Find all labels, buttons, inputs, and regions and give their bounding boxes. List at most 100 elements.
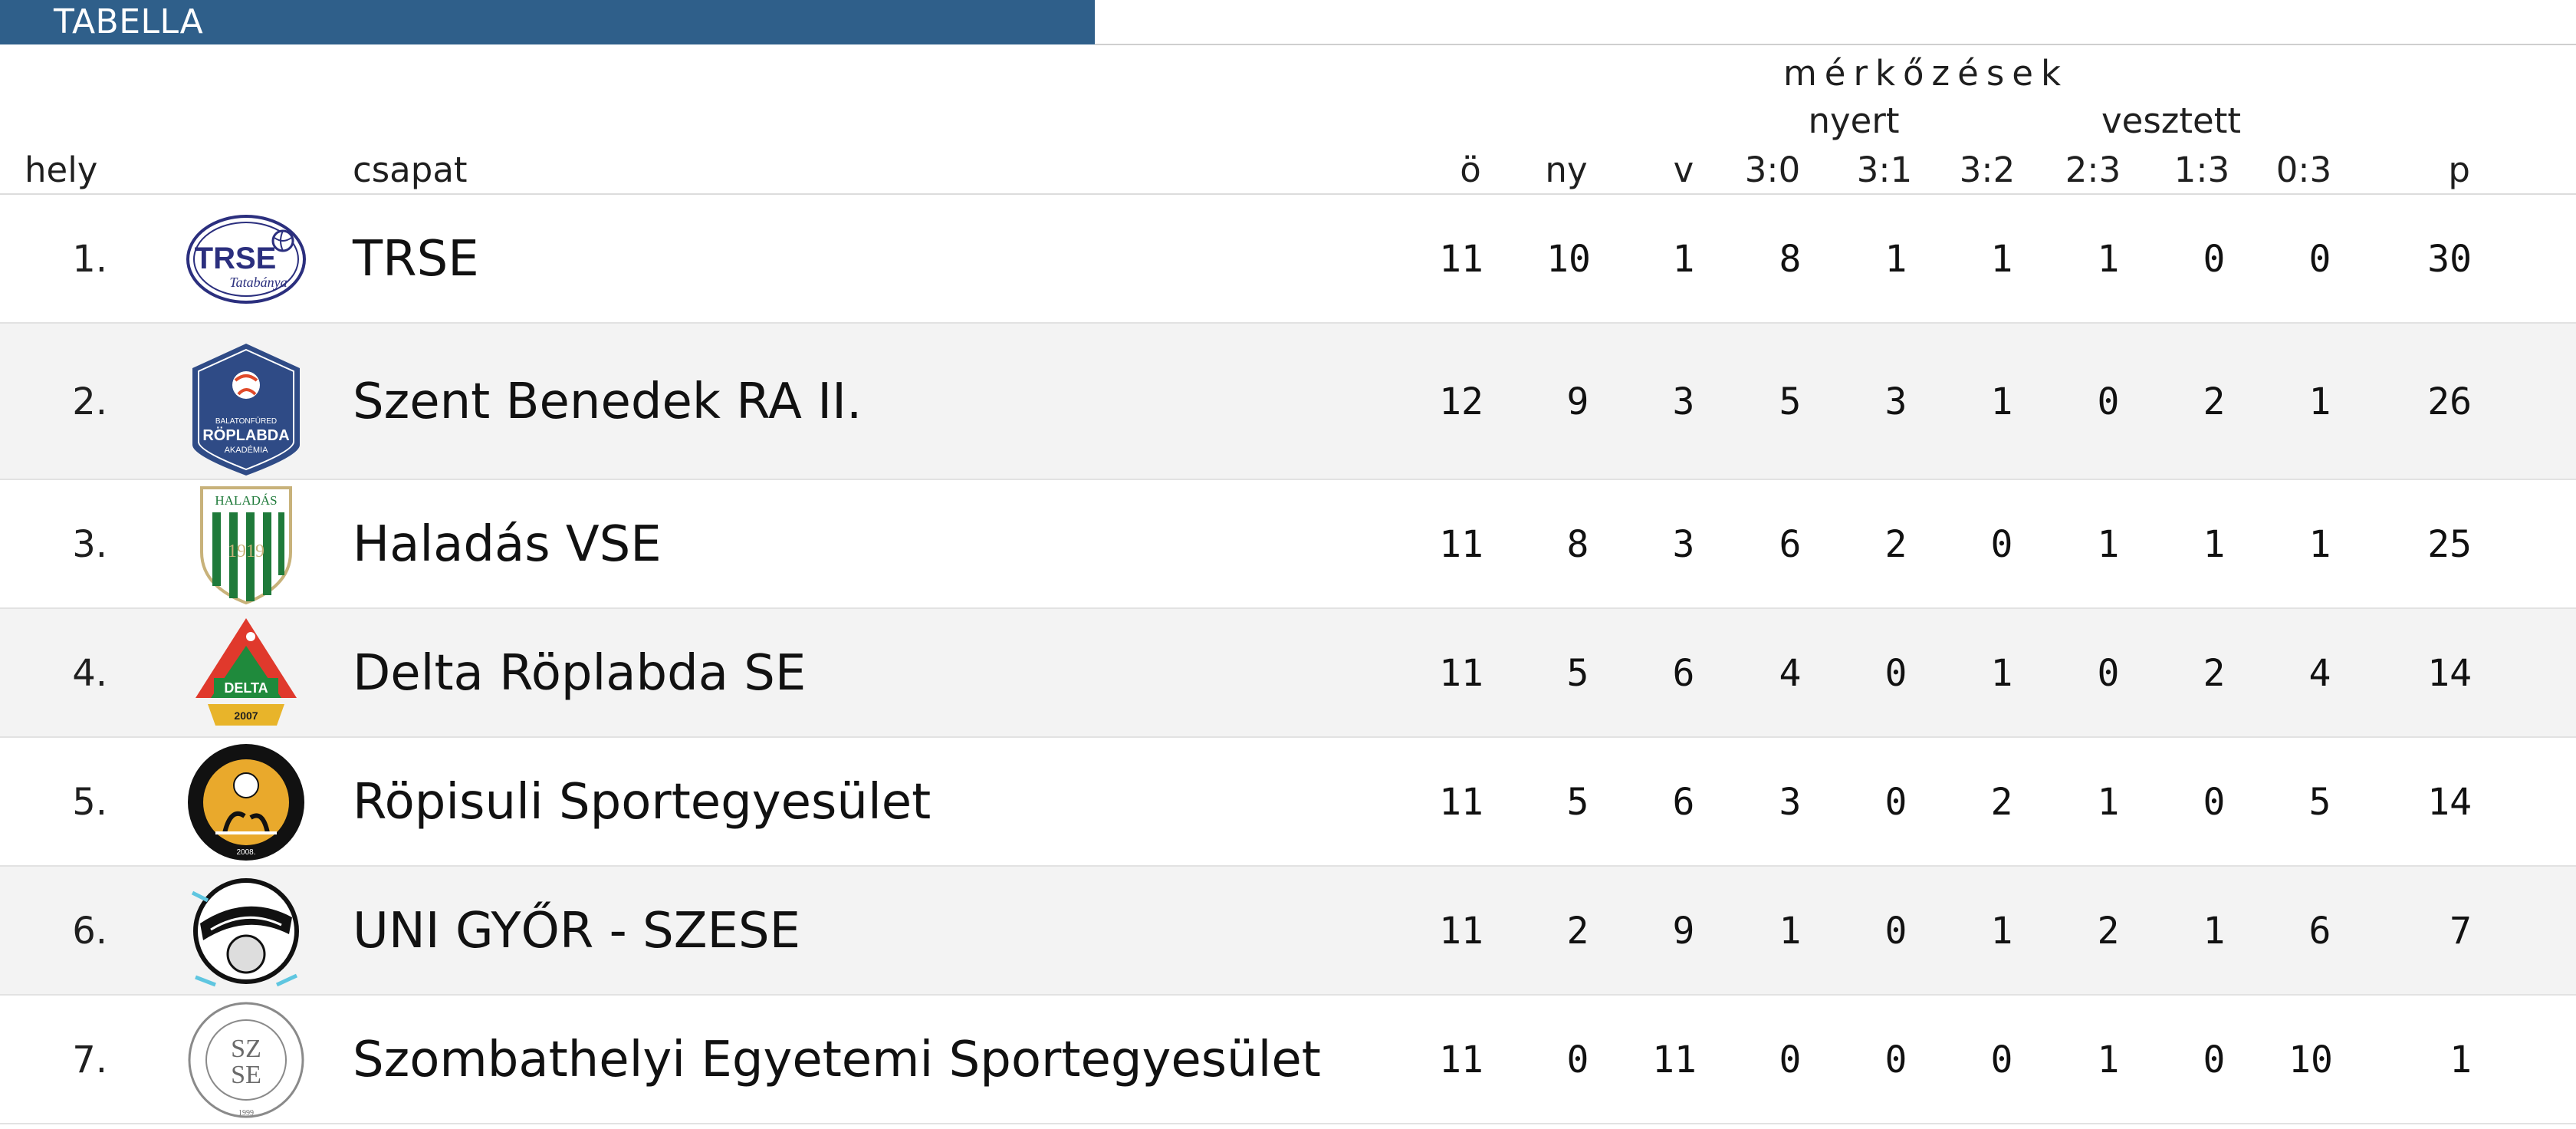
uni-gyor-logo-icon <box>185 870 307 992</box>
team-name[interactable]: TRSE <box>353 231 479 288</box>
won-group-label: nyert <box>1808 100 1900 141</box>
svg-text:DELTA: DELTA <box>224 680 268 696</box>
col-header-3-2: 3:2 <box>1959 150 2016 190</box>
row-divider <box>0 607 2576 609</box>
score-2-3-cell: 0 <box>2097 380 2120 423</box>
szent-benedek-logo-icon: BALATONFÜRED RÖPLABDA AKADÉMIA <box>185 341 307 476</box>
team-name[interactable]: Szombathelyi Egyetemi Sportegyesület <box>353 1032 1321 1088</box>
score-3-0-cell: 3 <box>1779 781 1802 824</box>
row-divider <box>0 994 2576 996</box>
played-cell: 11 <box>1439 238 1484 281</box>
score-2-3-cell: 0 <box>2097 652 2120 695</box>
svg-text:HALADÁS: HALADÁS <box>215 493 277 508</box>
score-3-2-cell: 0 <box>1990 523 2013 566</box>
lost-group-label: vesztett <box>2101 100 2241 141</box>
row-divider <box>0 865 2576 867</box>
table-row[interactable]: 7. SZ SE 1999 Szombathelyi Egyetemi Spor… <box>0 996 2576 1124</box>
score-2-3-cell: 1 <box>2097 238 2120 281</box>
svg-text:BALATONFÜRED: BALATONFÜRED <box>215 416 277 426</box>
score-0-3-cell: 10 <box>2288 1038 2333 1081</box>
row-divider <box>0 322 2576 324</box>
trse-logo-icon: TRSE Tatabánya <box>185 198 307 321</box>
wins-cell: 9 <box>1566 380 1589 423</box>
team-name[interactable]: Röpisuli Sportegyesület <box>353 774 932 831</box>
svg-text:1919: 1919 <box>228 541 264 561</box>
played-cell: 11 <box>1439 523 1484 566</box>
szese-logo-icon: SZ SE 1999 <box>185 999 307 1121</box>
score-3-1-cell: 2 <box>1884 523 1907 566</box>
score-3-2-cell: 2 <box>1990 781 2013 824</box>
points-cell: 25 <box>2427 523 2472 566</box>
rank-cell: 3. <box>72 523 107 566</box>
row-divider <box>0 479 2576 480</box>
score-0-3-cell: 6 <box>2308 910 2331 953</box>
rank-cell: 7. <box>72 1038 107 1081</box>
svg-text:1999: 1999 <box>238 1109 254 1117</box>
score-3-2-cell: 1 <box>1990 238 2013 281</box>
score-3-1-cell: 3 <box>1884 380 1907 423</box>
score-0-3-cell: 5 <box>2308 781 2331 824</box>
points-cell: 14 <box>2427 652 2472 695</box>
team-name[interactable]: Haladás VSE <box>353 516 662 573</box>
col-header-3-1: 3:1 <box>1856 150 1913 190</box>
svg-text:AKADÉMIA: AKADÉMIA <box>225 445 269 455</box>
svg-text:RÖPLABDA: RÖPLABDA <box>202 426 289 444</box>
table-row[interactable]: 1. TRSE Tatabánya TRSE 11 10 1 8 1 1 1 0… <box>0 195 2576 324</box>
score-2-3-cell: 1 <box>2097 1038 2120 1081</box>
wins-cell: 5 <box>1566 652 1589 695</box>
tabella-header: TABELLA <box>0 0 1095 44</box>
table-row[interactable]: 6. UNI GYŐR - SZESE 11 2 9 1 0 1 2 1 6 7 <box>0 867 2576 996</box>
score-3-2-cell: 1 <box>1990 910 2013 953</box>
team-name[interactable]: Szent Benedek RA II. <box>353 374 863 430</box>
score-3-0-cell: 1 <box>1779 910 1802 953</box>
svg-text:2007: 2007 <box>234 709 258 722</box>
table-row[interactable]: 4. DELTA 2007 Delta Röplabda SE 11 5 6 4… <box>0 609 2576 738</box>
points-cell: 14 <box>2427 781 2472 824</box>
score-2-3-cell: 2 <box>2097 910 2120 953</box>
tabella-title: TABELLA <box>54 2 204 41</box>
col-header-team: csapat <box>353 150 468 190</box>
score-1-3-cell: 2 <box>2203 652 2226 695</box>
losses-cell: 1 <box>1672 238 1695 281</box>
points-cell: 30 <box>2427 238 2472 281</box>
played-cell: 11 <box>1439 652 1484 695</box>
played-cell: 11 <box>1439 910 1484 953</box>
svg-text:2008.: 2008. <box>236 848 255 857</box>
wins-cell: 0 <box>1566 1038 1589 1081</box>
wins-cell: 8 <box>1566 523 1589 566</box>
score-3-2-cell: 1 <box>1990 652 2013 695</box>
score-3-0-cell: 6 <box>1779 523 1802 566</box>
table-row[interactable]: 3. HALADÁS 1919 Haladás VSE 11 8 3 6 2 0… <box>0 480 2576 609</box>
score-3-1-cell: 0 <box>1884 1038 1907 1081</box>
row-divider <box>0 736 2576 738</box>
delta-logo-icon: DELTA 2007 <box>185 612 307 735</box>
score-3-2-cell: 0 <box>1990 1038 2013 1081</box>
score-0-3-cell: 4 <box>2308 652 2331 695</box>
score-3-0-cell: 8 <box>1779 238 1802 281</box>
score-3-0-cell: 0 <box>1779 1038 1802 1081</box>
rank-cell: 2. <box>72 380 107 423</box>
matches-group-label: mérkőzések <box>1783 53 2069 94</box>
score-0-3-cell: 1 <box>2308 380 2331 423</box>
svg-text:TRSE: TRSE <box>195 242 277 275</box>
team-name[interactable]: Delta Röplabda SE <box>353 645 807 702</box>
table-row[interactable]: 2. BALATONFÜRED RÖPLABDA AKADÉMIA Szent … <box>0 324 2576 480</box>
wins-cell: 5 <box>1566 781 1589 824</box>
score-1-3-cell: 1 <box>2203 910 2226 953</box>
losses-cell: 3 <box>1672 380 1695 423</box>
losses-cell: 11 <box>1652 1038 1697 1081</box>
col-header-0-3: 0:3 <box>2275 150 2332 190</box>
played-cell: 11 <box>1439 1038 1484 1081</box>
score-3-1-cell: 0 <box>1884 652 1907 695</box>
col-header-points: p <box>2448 150 2470 190</box>
score-1-3-cell: 2 <box>2203 380 2226 423</box>
col-header-played: ö <box>1460 150 1481 190</box>
col-header-rank: hely <box>25 150 98 190</box>
col-header-wins: ny <box>1545 150 1588 190</box>
table-row[interactable]: 5. 2008. Röpisuli Sportegyesület 11 5 6 … <box>0 738 2576 867</box>
team-name[interactable]: UNI GYŐR - SZESE <box>353 903 801 959</box>
score-1-3-cell: 0 <box>2203 238 2226 281</box>
losses-cell: 6 <box>1672 652 1695 695</box>
played-cell: 11 <box>1439 781 1484 824</box>
score-1-3-cell: 1 <box>2203 523 2226 566</box>
